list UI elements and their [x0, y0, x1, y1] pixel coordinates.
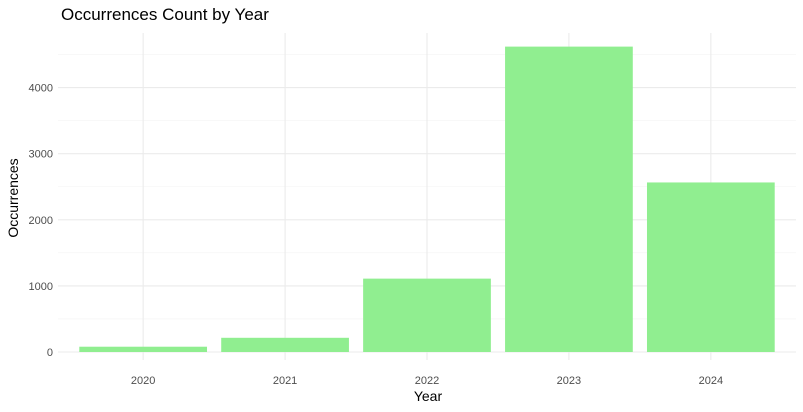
bar-2023 — [505, 46, 633, 352]
x-axis-title: Year — [414, 388, 443, 404]
y-tick-label: 3000 — [29, 149, 53, 161]
bar-2020 — [79, 346, 208, 352]
y-tick-label: 1000 — [29, 281, 53, 293]
x-tick-label: 2023 — [557, 375, 581, 387]
x-tick-label: 2022 — [415, 375, 439, 387]
chart-title: Occurrences Count by Year — [61, 5, 269, 24]
bar-2021 — [221, 337, 349, 352]
y-axis-ticks: 0 1000 2000 3000 4000 — [29, 83, 53, 359]
y-tick-label: 2000 — [29, 215, 53, 227]
y-tick-label: 4000 — [29, 83, 53, 95]
x-tick-label: 2020 — [131, 375, 155, 387]
x-tick-label: 2024 — [699, 375, 723, 387]
bar-2024 — [646, 182, 775, 352]
x-tick-label: 2021 — [273, 375, 297, 387]
y-axis-title: Occurrences — [5, 158, 21, 237]
x-axis-ticks: 2020 2021 2022 2023 2024 — [131, 375, 723, 387]
y-tick-label: 0 — [47, 347, 53, 359]
bars — [79, 46, 775, 352]
bar-2022 — [363, 278, 491, 352]
